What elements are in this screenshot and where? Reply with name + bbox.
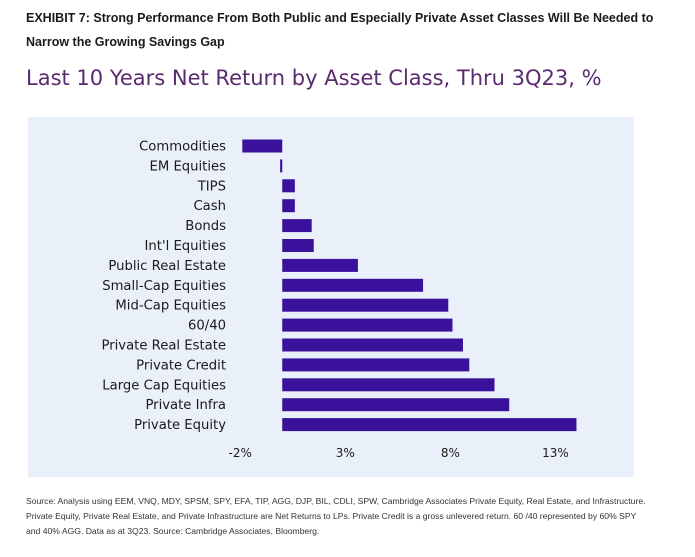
category-label: EM Equities xyxy=(150,159,227,174)
bar-private-credit xyxy=(282,358,470,372)
chart-title: Last 10 Years Net Return by Asset Class,… xyxy=(26,66,602,90)
x-tick-label: 3% xyxy=(336,446,355,460)
category-label: TIPS xyxy=(197,179,226,194)
category-label: Mid-Cap Equities xyxy=(115,299,226,314)
category-label: Large Cap Equities xyxy=(102,378,226,393)
bar-cash xyxy=(282,199,295,213)
bar-bonds xyxy=(282,219,312,233)
category-label: Bonds xyxy=(185,219,226,234)
bar-int-l-equities xyxy=(282,239,314,252)
x-tick-label: 13% xyxy=(542,446,569,460)
bar-tips xyxy=(282,179,295,193)
exhibit-heading: EXHIBIT 7: Strong Performance From Both … xyxy=(26,11,654,49)
bar-commodities xyxy=(242,139,283,153)
category-label: Int'l Equities xyxy=(145,239,227,254)
bar-private-equity xyxy=(282,418,577,432)
bar-chart: Commodities EM Equities TIPS Cash Bonds Int'l… xyxy=(101,139,577,460)
category-label: Commodities xyxy=(139,140,226,155)
bar-private-infra xyxy=(282,398,510,412)
category-label: Public Real Estate xyxy=(108,259,226,274)
chart-panel: Commodities EM Equities TIPS Cash Bonds Int'l… xyxy=(28,117,634,477)
category-label: 60/40 xyxy=(188,319,226,334)
bar-private-real-estate xyxy=(282,338,463,352)
bar-small-cap-equities xyxy=(282,278,424,292)
category-label: Small-Cap Equities xyxy=(102,279,226,294)
source-note: Source: Analysis using EEM, VNQ, MDY, SP… xyxy=(26,496,646,536)
bar-large-cap-equities xyxy=(282,378,495,392)
category-label: Private Infra xyxy=(145,398,226,413)
category-label: Private Real Estate xyxy=(101,339,226,354)
category-label: Private Equity xyxy=(134,418,226,433)
bar-mid-cap-equities xyxy=(282,298,449,312)
x-tick-label: -2% xyxy=(229,446,252,460)
category-label: Cash xyxy=(193,199,226,214)
x-tick-label: 8% xyxy=(441,446,460,460)
bar-public-real-estate xyxy=(282,258,358,272)
bar-60-40 xyxy=(282,318,453,332)
category-label: Private Credit xyxy=(136,358,226,373)
bar-em-equities xyxy=(280,159,283,173)
